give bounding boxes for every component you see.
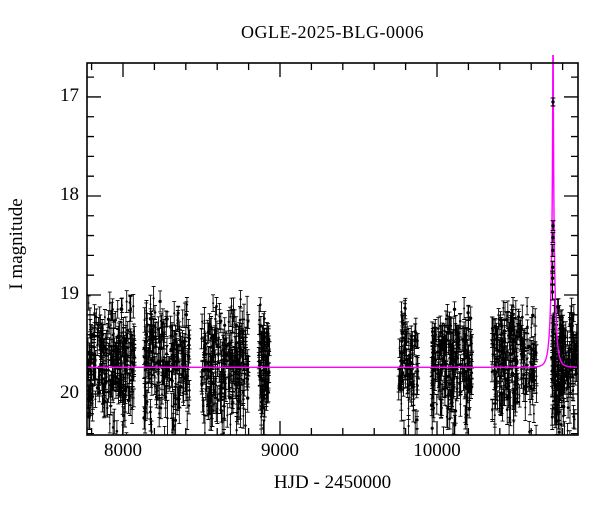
x-axis-label: HJD - 2450000 xyxy=(273,472,392,493)
photometry-points-layer xyxy=(87,285,578,435)
y-tick-label: 18 xyxy=(60,183,79,205)
y-tick-label: 19 xyxy=(60,282,79,304)
x-tick-label: 10000 xyxy=(413,440,461,461)
y-tick-label: 17 xyxy=(60,84,79,106)
x-tick-label: 9000 xyxy=(261,440,299,461)
axes-frame-and-ticks xyxy=(86,62,579,436)
y-axis-label: I magnitude xyxy=(6,198,27,290)
event-points-layer xyxy=(550,97,556,301)
y-tick-label: 20 xyxy=(60,382,79,403)
chart-title: OGLE-2025-BLG-0006 xyxy=(241,22,424,42)
model-curve-layer xyxy=(87,55,578,368)
x-tick-label: 8000 xyxy=(104,440,142,461)
